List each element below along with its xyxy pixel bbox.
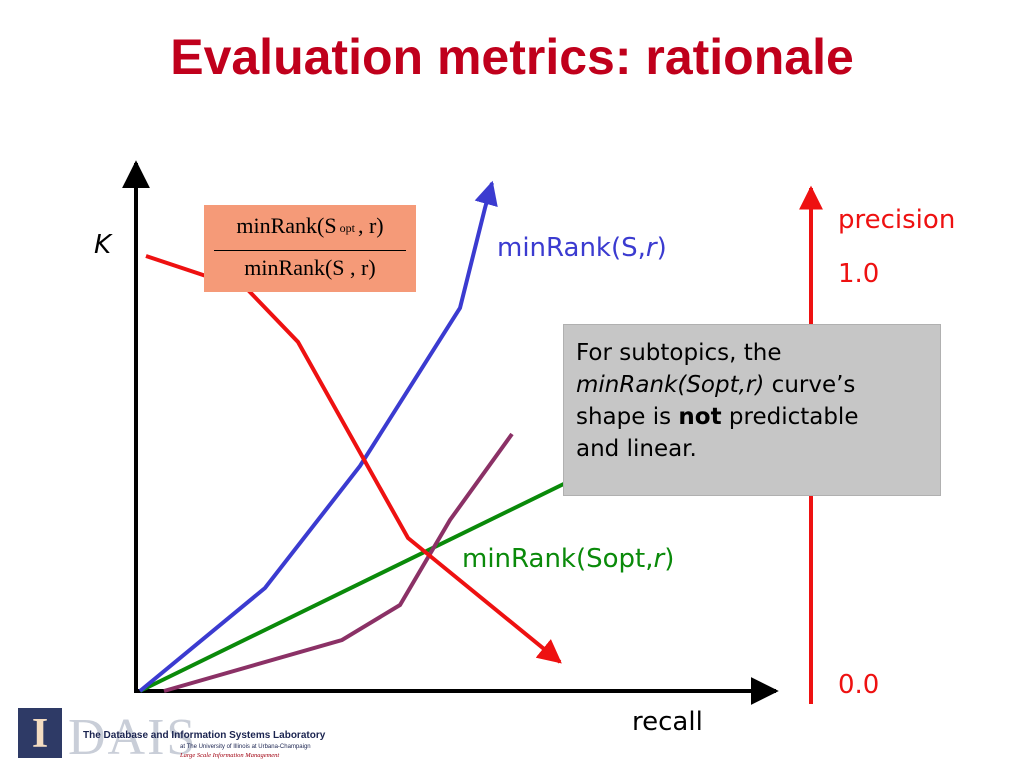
formula-numerator: minRank(S opt, r) — [204, 213, 416, 239]
note-box: For subtopics, the minRank(Sopt,r) curve… — [563, 324, 941, 496]
purple-curve — [163, 432, 514, 693]
label-minrank-s-prefix: minRank(S, — [497, 233, 646, 263]
dais-logo: I DAIS The Database and Information Syst… — [18, 706, 348, 766]
note-line-3-pre: shape is — [576, 404, 679, 430]
green-curve-minrank-sopt — [139, 474, 581, 693]
ratio-formula-box: minRank(S opt, r) minRank(S , r) — [204, 205, 416, 292]
formula-denominator: minRank(S , r) — [244, 255, 376, 280]
label-minrank-s: minRank(S,r) — [497, 233, 667, 263]
formula-numerator-prefix: minRank(S — [236, 213, 337, 238]
note-line-4: and linear. — [576, 436, 697, 462]
precision-bottom-value: 0.0 — [838, 670, 880, 700]
note-emphasis: minRank(Sopt,r) — [576, 372, 765, 398]
slide-title: Evaluation metrics: rationale — [170, 29, 854, 85]
note-line-1: For subtopics, the — [576, 340, 782, 366]
formula-numerator-sub: opt — [339, 221, 355, 235]
logo-dais-text: DAIS — [68, 709, 198, 766]
note-line-2: minRank(Sopt,r) curve’s — [576, 369, 928, 401]
note-line-3: shape is not predictable — [576, 401, 928, 433]
note-bold: not — [678, 404, 722, 430]
label-minrank-sopt: minRank(Sopt,r) — [462, 544, 674, 574]
y-axis-label: K — [94, 230, 112, 260]
formula-numerator-suffix: , r) — [357, 213, 384, 238]
label-minrank-sopt-prefix: minRank(Sopt, — [462, 544, 654, 574]
logo-mark-letter: I — [31, 711, 49, 757]
label-minrank-sopt-suffix: ) — [664, 544, 675, 574]
logo-lab-name: The Database and Information Systems Lab… — [83, 730, 326, 741]
note-line-2-rest: curve’s — [764, 372, 856, 398]
logo-affiliation: at The University of Illinois at Urbana-… — [180, 744, 311, 750]
blue-curve-minrank-s — [138, 180, 498, 693]
illinois-logo-mark: I — [18, 708, 62, 758]
precision-top-value: 1.0 — [838, 259, 880, 289]
label-minrank-sopt-var: r — [653, 544, 665, 574]
formula-fraction-bar — [214, 250, 406, 251]
red-curve-precision — [145, 254, 562, 664]
label-minrank-s-suffix: ) — [656, 233, 667, 263]
note-line-3-post: predictable — [721, 404, 859, 430]
logo-tagline: Large Scale Information Management — [180, 752, 280, 759]
x-axis-label: recall — [632, 707, 703, 737]
precision-label: precision — [838, 205, 956, 235]
label-minrank-s-var: r — [645, 233, 657, 263]
